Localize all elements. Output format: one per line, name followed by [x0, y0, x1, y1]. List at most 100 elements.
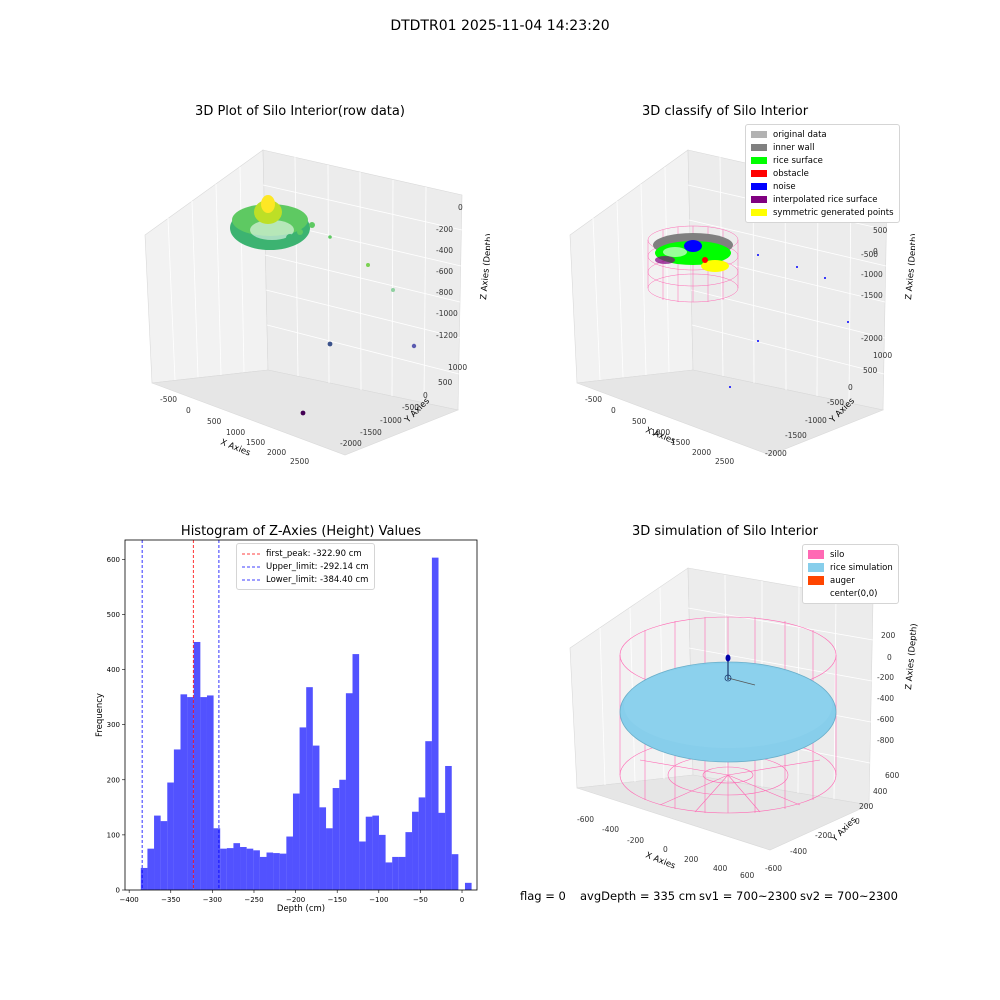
histogram-bars: [140, 557, 472, 890]
histogram-x-tick-label: −350: [161, 896, 180, 904]
legend-item-symmetric: symmetric generated points: [751, 206, 894, 219]
simulation-z-tick: -400: [877, 694, 894, 703]
classify-y-tick: 500: [863, 366, 878, 375]
histogram-x-tick-label: −100: [369, 896, 388, 904]
figure-title: DTDTR01 2025-11-04 14:23:20: [390, 18, 610, 34]
classify-x-tick: 2000: [692, 448, 711, 457]
legend-swatch: [751, 183, 767, 190]
histogram-x-tick-label: −400: [120, 896, 139, 904]
raw-data-3d-plot: -500 0 500 1000 1500 2000 2500 X Axies -…: [144, 149, 490, 466]
classify-y-tick: -1500: [785, 431, 807, 440]
status-sv1: sv1 = 700~2300: [699, 889, 797, 903]
histogram-bar: [259, 856, 267, 890]
histogram-bar: [206, 695, 214, 890]
simulation-y-tick: 400: [873, 787, 888, 796]
raw-x-tick: 1500: [246, 438, 265, 447]
histogram-x-tick-label: −50: [413, 896, 428, 904]
classify-plot-title: 3D classify of Silo Interior: [641, 104, 809, 119]
legend-item-original-data: original data: [751, 128, 894, 141]
histogram-bar: [233, 843, 241, 890]
histogram-y-tick-label: 300: [107, 721, 120, 729]
histogram-x-tick-label: −200: [286, 896, 305, 904]
histogram-bar: [266, 852, 274, 890]
histogram-y-tick-label: 0: [116, 887, 120, 895]
classify-x-tick: 2500: [715, 457, 734, 466]
histogram-y-tick-label: 600: [107, 556, 120, 564]
raw-y-tick: -1500: [360, 428, 382, 437]
raw-x-tick: 2500: [290, 457, 309, 466]
histogram-title: Histogram of Z-Axies (Height) Values: [180, 524, 422, 539]
histogram-bar: [431, 557, 439, 890]
simulation-x-ticks: -600 -400 -200 0 200 400 600: [577, 815, 755, 880]
legend-item-silo: silo: [808, 548, 893, 561]
classify-z-tick: 500: [873, 226, 888, 235]
raw-plot-title: 3D Plot of Silo Interior(row data): [195, 104, 405, 119]
histogram-y-tick-label: 100: [107, 831, 120, 839]
classify-z-tick: -2000: [861, 334, 883, 343]
legend-item-first-peak: first_peak: -322.90 cm: [242, 548, 362, 559]
histogram-bar: [226, 848, 234, 890]
raw-z-tick: 0: [458, 203, 463, 212]
histogram-bar: [464, 882, 472, 890]
classify-z-tick: 0: [873, 247, 878, 256]
raw-z-tick: -1000: [436, 309, 458, 318]
histogram-bar: [385, 862, 393, 890]
histogram-bar: [147, 848, 155, 890]
raw-x-tick: 1000: [226, 428, 245, 437]
status-avg-depth: avgDepth = 335 cm: [580, 889, 697, 903]
legend-swatch: [808, 576, 824, 585]
raw-y-tick: 500: [438, 378, 453, 387]
histogram-bar: [240, 847, 247, 890]
legend-swatch: [808, 563, 824, 572]
raw-x-tick: 2000: [267, 448, 286, 457]
histogram-bar: [398, 856, 406, 890]
histogram-bar: [418, 797, 426, 890]
histogram-bar: [154, 815, 161, 890]
simulation-3d-plot: -600 -400 -200 0 200 400 600 X Axies -60…: [569, 567, 920, 880]
raw-gridlines: [167, 156, 463, 403]
legend-item-noise: noise: [751, 180, 894, 193]
histogram-bar: [319, 807, 327, 890]
raw-x-ticks: -500 0 500 1000 1500 2000 2500: [160, 395, 309, 466]
raw-z-tick: -1200: [436, 331, 458, 340]
legend-swatch: [751, 196, 767, 203]
histogram-bar: [286, 836, 293, 890]
legend-swatch: [808, 550, 824, 559]
histogram-bar: [160, 821, 168, 890]
histogram-bar: [372, 815, 379, 890]
simulation-x-tick: 400: [713, 864, 728, 873]
simulation-legend: silo rice simulation auger center(0,0): [802, 544, 899, 604]
histogram-bar: [365, 816, 373, 890]
histogram-y-ticks: 0 100 200 300 400 500 600: [107, 556, 125, 895]
raw-z-tick: -200: [436, 225, 453, 234]
simulation-x-tick: -200: [627, 836, 644, 845]
raw-y-tick: -1000: [380, 416, 402, 425]
simulation-y-tick: 600: [885, 771, 900, 780]
histogram-x-tick-label: −250: [244, 896, 263, 904]
histogram-bar: [445, 765, 452, 890]
histogram-bar: [345, 693, 353, 890]
histogram-bar: [200, 697, 207, 890]
histogram-bar: [167, 782, 174, 890]
simulation-x-tick: -400: [602, 825, 619, 834]
legend-item-interpolated: interpolated rice surface: [751, 193, 894, 206]
simulation-y-tick: -600: [765, 864, 782, 873]
classify-z-tick: -500: [861, 250, 878, 259]
rice-simulation-surface: [619, 661, 837, 763]
legend-item-center: center(0,0): [808, 587, 893, 600]
histogram-bar: [326, 828, 333, 890]
histogram-bar: [187, 697, 194, 890]
histogram-bar: [306, 687, 313, 890]
simulation-z-tick: -800: [877, 736, 894, 745]
classify-y-tick: -2000: [765, 449, 787, 458]
histogram-bar: [451, 854, 459, 890]
legend-item-upper-limit: Upper_limit: -292.14 cm: [242, 561, 369, 572]
histogram-legend: first_peak: -322.90 cm Upper_limit: -292…: [236, 543, 375, 590]
legend-item-auger: auger: [808, 574, 893, 587]
histogram-ref-lines: [141, 540, 220, 890]
histogram-y-tick-label: 500: [107, 611, 120, 619]
histogram-bar: [392, 856, 399, 890]
histogram-bar: [193, 641, 201, 890]
histogram-bar: [339, 779, 346, 890]
legend-item-rice-simulation: rice simulation: [808, 561, 893, 574]
